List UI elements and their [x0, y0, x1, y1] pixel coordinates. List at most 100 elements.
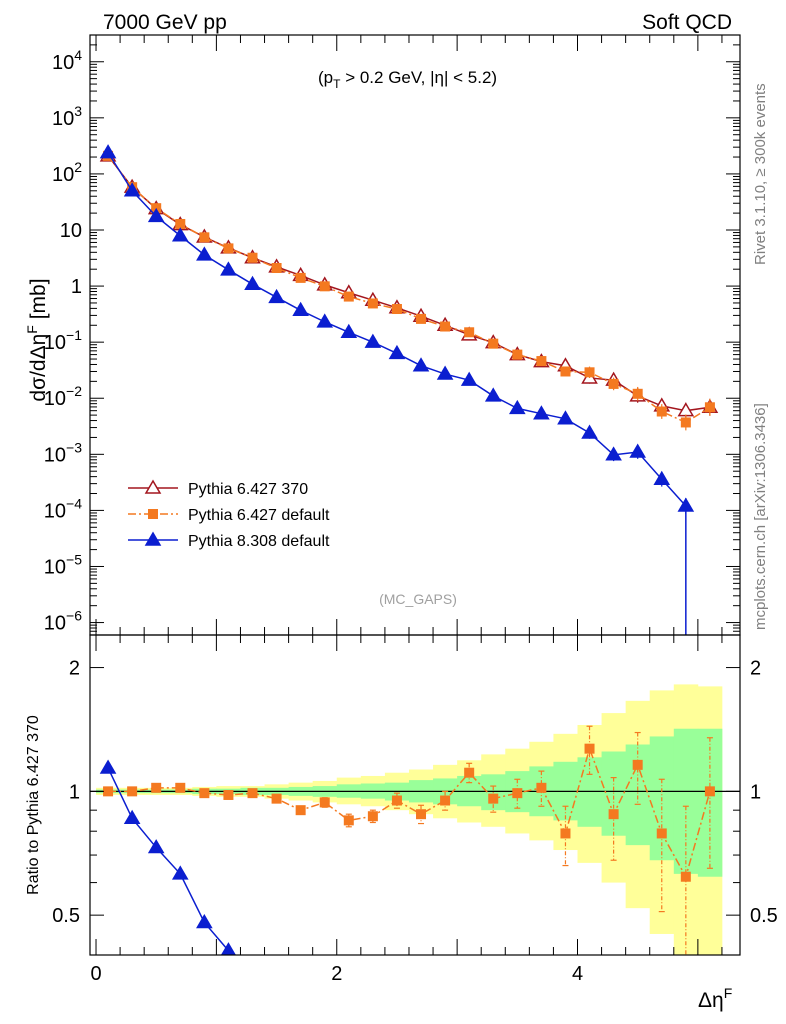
ratio-uncertainty-bands [96, 684, 723, 955]
main-y-tick-label: 10−3 [44, 439, 82, 466]
ratio-point [536, 782, 547, 793]
main-point [512, 349, 523, 360]
main-point [367, 298, 378, 309]
ratio-point [220, 942, 236, 955]
legend: Pythia 6.427 370 Pythia 6.427 default Pyth… [128, 479, 330, 550]
svg-text:ΔηF: ΔηF [698, 985, 732, 1012]
x-ticks [95, 35, 723, 955]
ratio-series-group [99, 725, 715, 955]
watermark: (MC_GAPS) [379, 591, 457, 607]
ratio-point [199, 788, 210, 799]
x-tick-label: 0 [90, 963, 101, 985]
main-y-tick-label: 103 [52, 103, 82, 130]
ratio-point [656, 828, 667, 839]
ratio-point [608, 809, 619, 820]
main-annotation: (pT > 0.2 GeV, |η| < 5.2) [318, 68, 497, 91]
legend-marker [148, 509, 158, 519]
main-series-0 [99, 147, 719, 419]
main-point [416, 313, 427, 324]
main-point [605, 446, 622, 461]
main-point [196, 246, 213, 261]
main-point [388, 344, 406, 360]
ratio-point [127, 786, 138, 797]
ratio-frame [89, 634, 741, 956]
main-point [677, 497, 695, 512]
x-tick-labels: 0 2 4 [90, 963, 583, 985]
main-y-tick-label: 10−1 [44, 327, 82, 354]
main-point [199, 232, 210, 243]
main-point [295, 272, 306, 283]
ratio-point [147, 839, 165, 854]
main-y-tick-label: 104 [52, 47, 82, 74]
main-point [536, 356, 547, 367]
ratio-point [175, 782, 186, 793]
main-series-group [99, 144, 719, 635]
ratio-point [391, 795, 402, 806]
legend-label: Pythia 8.308 default [188, 533, 330, 550]
legend-marker [144, 479, 162, 494]
x-tick-label: 2 [331, 963, 342, 985]
main-point [391, 304, 402, 315]
main-point [464, 327, 475, 338]
main-point [271, 263, 282, 274]
main-point [412, 357, 430, 372]
ratio-point [151, 782, 162, 793]
ratio-y-ticks [90, 667, 740, 916]
main-point [244, 275, 261, 290]
ratio-point [295, 805, 306, 816]
ratio-point [416, 809, 427, 820]
main-point [653, 470, 671, 485]
main-point [557, 410, 574, 425]
main-point [268, 288, 285, 304]
main-point [460, 371, 478, 386]
main-point [629, 443, 646, 458]
main-point [488, 338, 499, 349]
ratio-point [560, 828, 571, 839]
main-point [316, 313, 334, 328]
ratio-point [247, 788, 258, 799]
ratio-series-1 [99, 759, 236, 955]
ratio-series-0 [103, 725, 715, 955]
ratio-panel: 0.5 0.5 1 1 2 2 Ratio to Pythia 6.427 370 [25, 634, 778, 956]
ratio-point [103, 786, 114, 797]
main-point [608, 378, 619, 389]
ratio-point [343, 815, 354, 826]
main-y-ticks [90, 34, 740, 636]
ratio-y-tick-labels: 0.5 0.5 1 1 2 2 [52, 658, 778, 928]
main-y-axis-label: dσ/dΔηF [mb] [24, 278, 50, 401]
main-point [175, 218, 186, 229]
ratio-point [464, 767, 475, 778]
main-y-tick-label: 1 [71, 276, 82, 298]
legend-label: Pythia 6.427 default [188, 507, 330, 524]
main-point [123, 182, 141, 197]
ratio-point [319, 797, 330, 808]
ratio-point [271, 793, 282, 804]
ratio-point [123, 809, 141, 825]
ratio-point [223, 789, 234, 800]
ratio-point [584, 743, 595, 754]
main-point [292, 301, 309, 317]
main-y-tick-label: 102 [52, 159, 82, 186]
rivet-label: Rivet 3.1.10, ≥ 300k events [752, 83, 769, 265]
ratio-point [704, 786, 715, 797]
main-point [440, 321, 451, 332]
ratio-point [632, 759, 643, 770]
ratio-point [171, 865, 189, 880]
svg-text:(pT > 0.2 GeV, |η| < 5.2): (pT > 0.2 GeV, |η| < 5.2) [318, 68, 497, 91]
main-point [223, 243, 234, 254]
main-point [171, 227, 189, 242]
main-point [436, 365, 454, 380]
ratio-y-tick-label: 0.5 [52, 905, 80, 927]
ratio-point [680, 871, 691, 882]
main-point [147, 207, 165, 223]
main-point [656, 406, 667, 417]
ratio-point [367, 811, 378, 822]
main-point [340, 323, 358, 339]
ratio-point [512, 788, 523, 799]
main-point [247, 252, 258, 263]
header-right: Soft QCD [642, 11, 732, 34]
main-y-tick-label: 10−4 [44, 495, 82, 522]
